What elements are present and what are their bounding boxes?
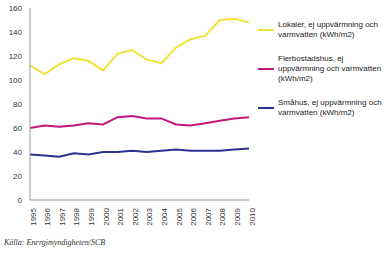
svg-text:2008: 2008: [218, 207, 227, 225]
svg-text:140: 140: [9, 28, 23, 37]
html-text:Flerbostadshus, ej uppvärmning: Flerbostadshus, ej uppvärmning och varmv…: [278, 54, 382, 83]
svg-text:1997: 1997: [58, 207, 67, 225]
svg-text:2002: 2002: [131, 207, 140, 225]
svg-text:2007: 2007: [204, 207, 213, 225]
svg-text:2003: 2003: [145, 207, 154, 225]
svg-text:160: 160: [9, 4, 23, 13]
html-text:Småhus, ej uppvärmning och var: Småhus, ej uppvärmning och varmvatten (k…: [278, 98, 382, 117]
svg-text:2005: 2005: [175, 207, 184, 225]
svg-text:1999: 1999: [87, 207, 96, 225]
svg-text:80: 80: [13, 100, 22, 109]
svg-text:1996: 1996: [43, 207, 52, 225]
svg-text:20: 20: [13, 172, 22, 181]
svg-text:1998: 1998: [72, 207, 81, 225]
svg-text:2004: 2004: [160, 207, 169, 225]
svg-text:2006: 2006: [189, 207, 198, 225]
svg-text:2009: 2009: [233, 207, 242, 225]
svg-text:0: 0: [18, 196, 23, 205]
svg-text:2001: 2001: [116, 207, 125, 225]
svg-text:2010: 2010: [248, 207, 255, 225]
svg-text:60: 60: [13, 124, 22, 133]
html-text:Källa: Energimyndigheten/SCB: Källa: Energimyndigheten/SCB: [4, 238, 106, 247]
svg-text:1995: 1995: [29, 207, 38, 225]
svg-text:2000: 2000: [102, 207, 111, 225]
html-text:Lokaler, ej uppvärmning och va: Lokaler, ej uppvärmning och varmvatten (…: [278, 20, 379, 39]
svg-text:100: 100: [9, 76, 23, 85]
svg-text:120: 120: [9, 52, 23, 61]
svg-text:40: 40: [13, 148, 22, 157]
